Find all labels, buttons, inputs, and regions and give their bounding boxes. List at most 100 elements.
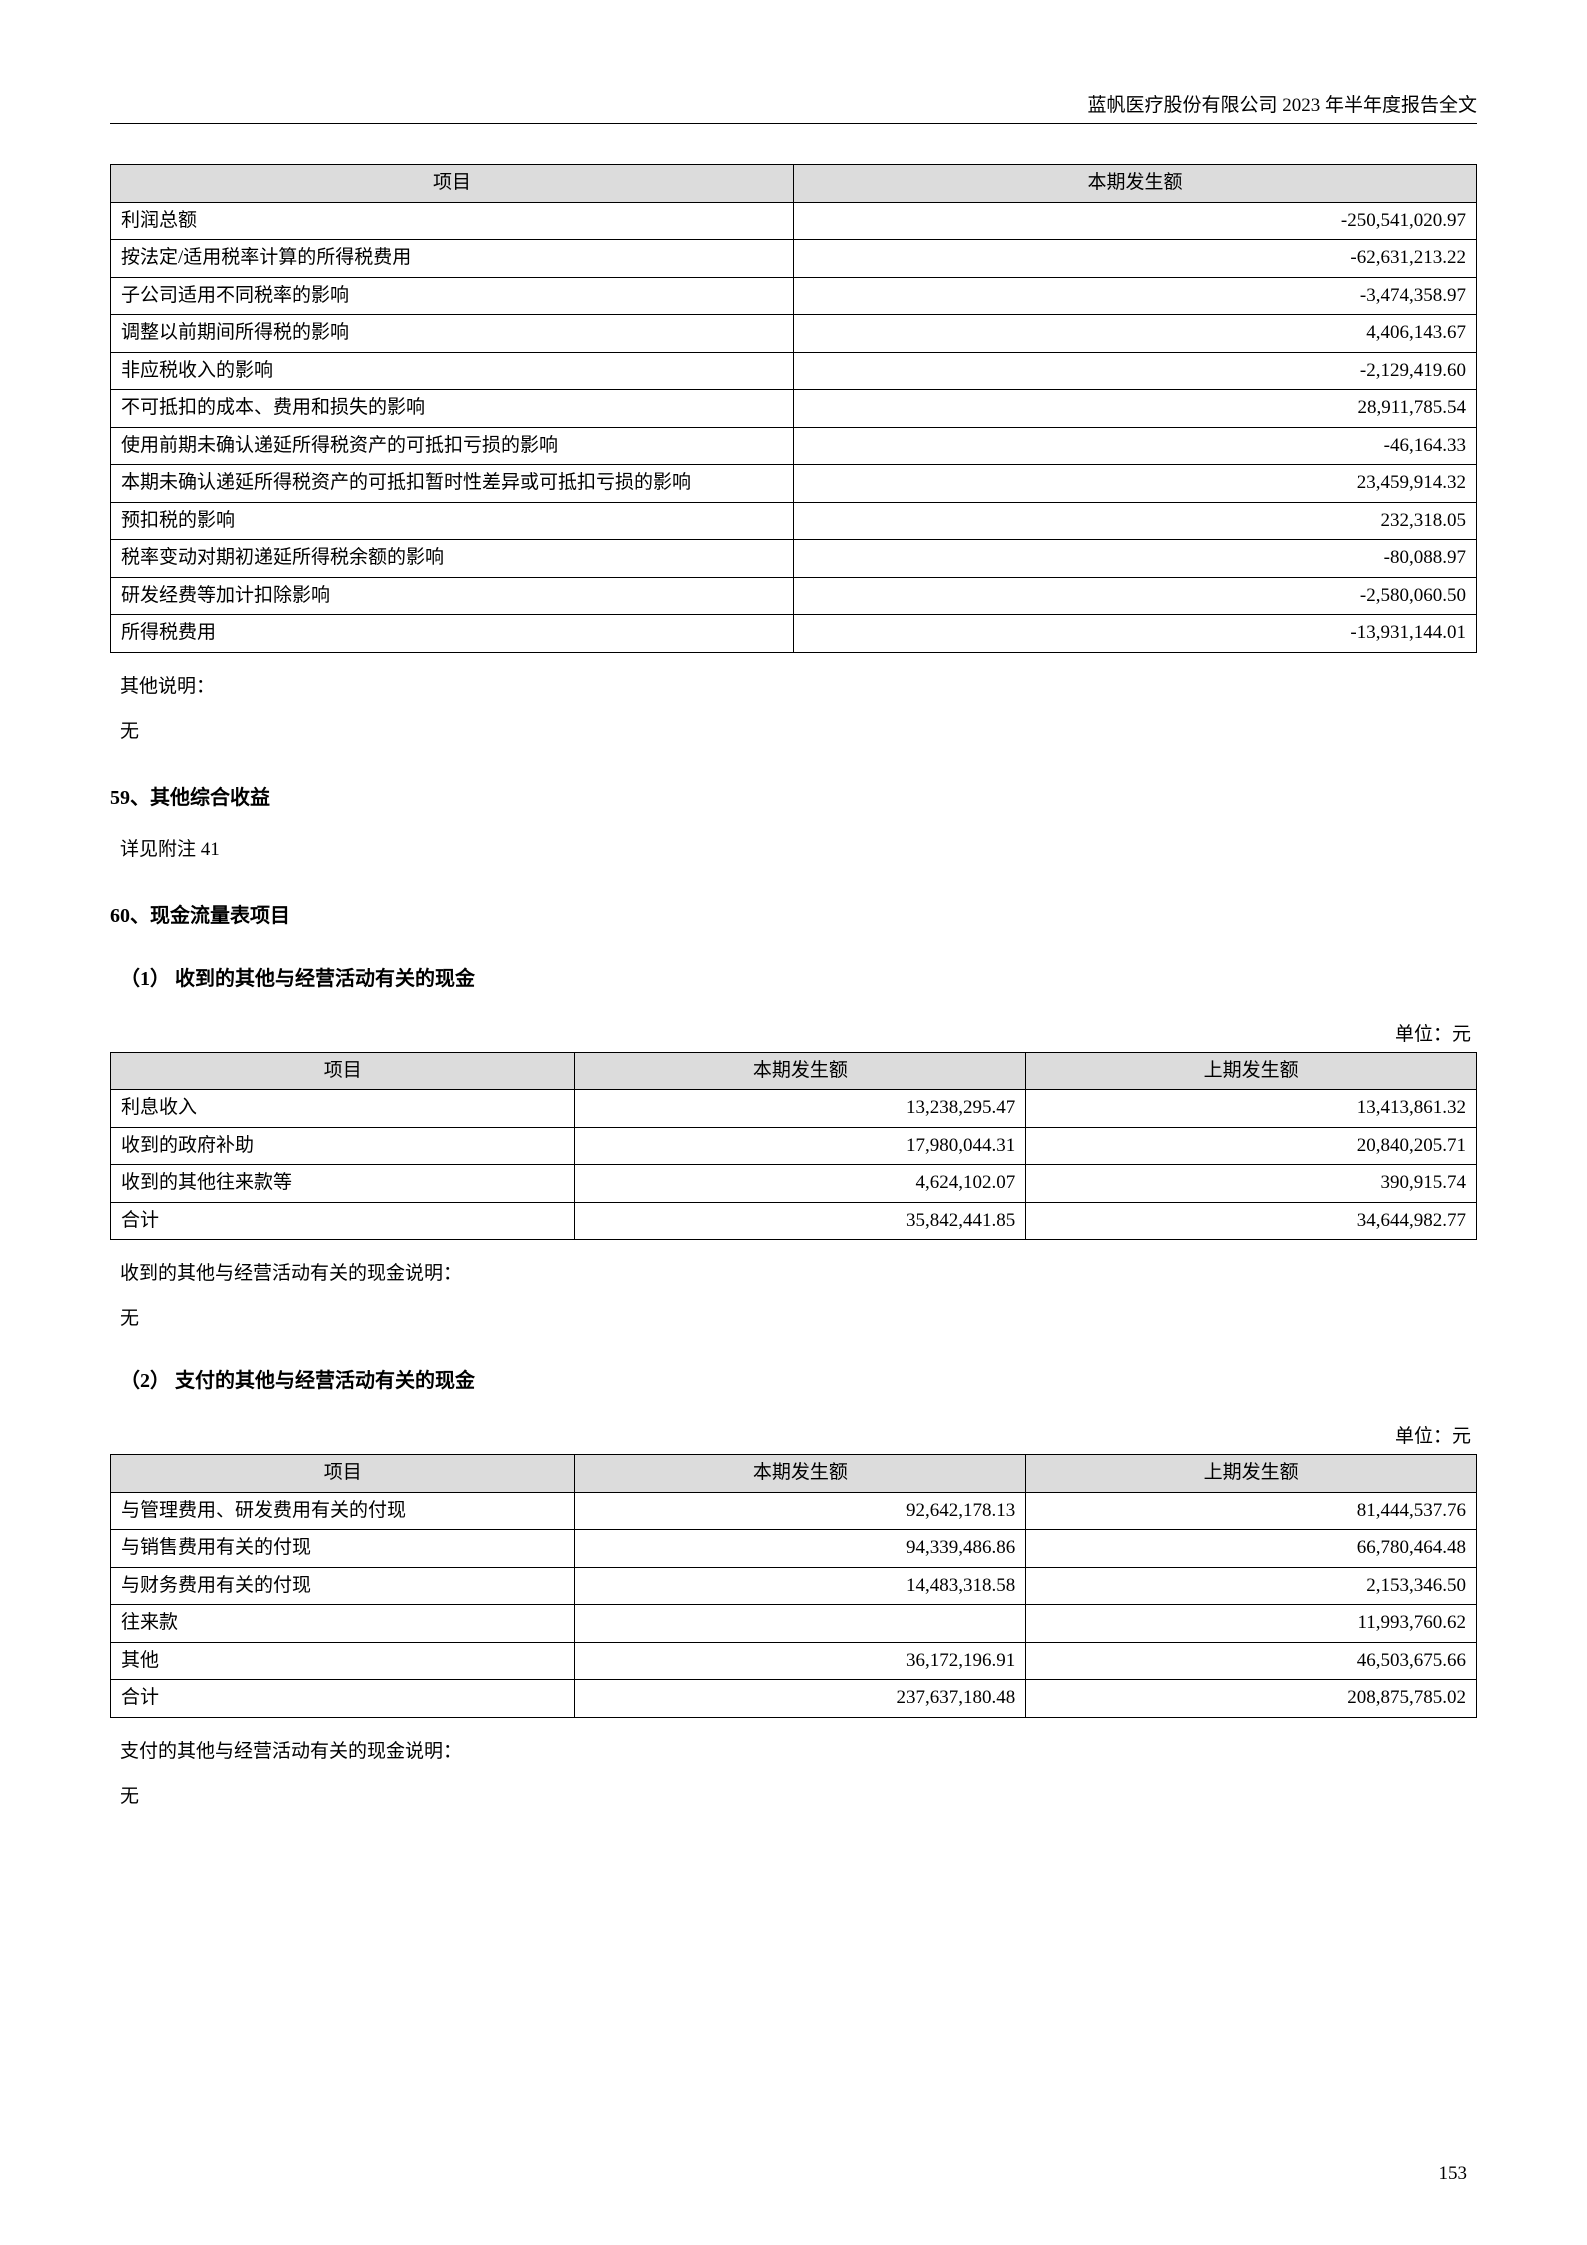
cell-label: 往来款 (111, 1605, 575, 1643)
cell-prior: 34,644,982.77 (1026, 1202, 1477, 1240)
table-row: 合计237,637,180.48208,875,785.02 (111, 1680, 1477, 1718)
cell-value: 28,911,785.54 (794, 390, 1477, 428)
table-row: 不可抵扣的成本、费用和损失的影响28,911,785.54 (111, 390, 1477, 428)
cell-label: 非应税收入的影响 (111, 352, 794, 390)
cell-label: 研发经费等加计扣除影响 (111, 577, 794, 615)
cell-value: -13,931,144.01 (794, 615, 1477, 653)
cell-value: 232,318.05 (794, 502, 1477, 540)
cell-prior: 81,444,537.76 (1026, 1492, 1477, 1530)
cell-value: -2,129,419.60 (794, 352, 1477, 390)
cell-label: 合计 (111, 1680, 575, 1718)
table-row: 其他36,172,196.9146,503,675.66 (111, 1642, 1477, 1680)
cell-current: 13,238,295.47 (575, 1090, 1026, 1128)
col-current: 本期发生额 (575, 1455, 1026, 1493)
document-header: 蓝帆医疗股份有限公司 2023 年半年度报告全文 (110, 90, 1477, 124)
table-row: 按法定/适用税率计算的所得税费用-62,631,213.22 (111, 240, 1477, 278)
cell-prior: 46,503,675.66 (1026, 1642, 1477, 1680)
col-prior: 上期发生额 (1026, 1052, 1477, 1090)
table-row: 非应税收入的影响-2,129,419.60 (111, 352, 1477, 390)
cell-prior: 20,840,205.71 (1026, 1127, 1477, 1165)
cell-label: 调整以前期间所得税的影响 (111, 315, 794, 353)
cell-value: 23,459,914.32 (794, 465, 1477, 503)
unit-label-1: 单位：元 (110, 1019, 1471, 1046)
cell-value: -62,631,213.22 (794, 240, 1477, 278)
cell-prior: 66,780,464.48 (1026, 1530, 1477, 1568)
col-item: 项目 (111, 165, 794, 203)
col-prior: 上期发生额 (1026, 1455, 1477, 1493)
table-row: 税率变动对期初递延所得税余额的影响-80,088.97 (111, 540, 1477, 578)
table-row: 与财务费用有关的付现14,483,318.582,153,346.50 (111, 1567, 1477, 1605)
cell-label: 本期未确认递延所得税资产的可抵扣暂时性差异或可抵扣亏损的影响 (111, 465, 794, 503)
cell-label: 其他 (111, 1642, 575, 1680)
table-row: 合计35,842,441.8534,644,982.77 (111, 1202, 1477, 1240)
table-row: 本期未确认递延所得税资产的可抵扣暂时性差异或可抵扣亏损的影响23,459,914… (111, 465, 1477, 503)
col-item: 项目 (111, 1052, 575, 1090)
cell-label: 与管理费用、研发费用有关的付现 (111, 1492, 575, 1530)
cell-prior: 390,915.74 (1026, 1165, 1477, 1203)
none-text-3: 无 (120, 1781, 1477, 1808)
cell-prior: 2,153,346.50 (1026, 1567, 1477, 1605)
table-header-row: 项目 本期发生额 上期发生额 (111, 1052, 1477, 1090)
cell-prior: 208,875,785.02 (1026, 1680, 1477, 1718)
cell-label: 收到的其他往来款等 (111, 1165, 575, 1203)
table-row: 预扣税的影响232,318.05 (111, 502, 1477, 540)
cell-current: 17,980,044.31 (575, 1127, 1026, 1165)
table-row: 利润总额-250,541,020.97 (111, 202, 1477, 240)
cell-label: 不可抵扣的成本、费用和损失的影响 (111, 390, 794, 428)
table-row: 往来款 11,993,760.62 (111, 1605, 1477, 1643)
cell-current: 14,483,318.58 (575, 1567, 1026, 1605)
cell-prior: 11,993,760.62 (1026, 1605, 1477, 1643)
cell-current: 4,624,102.07 (575, 1165, 1026, 1203)
cell-label: 与财务费用有关的付现 (111, 1567, 575, 1605)
unit-label-2: 单位：元 (110, 1421, 1471, 1448)
cell-label: 税率变动对期初递延所得税余额的影响 (111, 540, 794, 578)
section-59-heading: 59、其他综合收益 (110, 781, 1477, 810)
none-text-1: 无 (120, 716, 1477, 743)
none-text-2: 无 (120, 1303, 1477, 1330)
cell-prior: 13,413,861.32 (1026, 1090, 1477, 1128)
cell-label: 预扣税的影响 (111, 502, 794, 540)
cell-label: 所得税费用 (111, 615, 794, 653)
table-row: 调整以前期间所得税的影响4,406,143.67 (111, 315, 1477, 353)
cell-label: 使用前期未确认递延所得税资产的可抵扣亏损的影响 (111, 427, 794, 465)
table-row: 所得税费用-13,931,144.01 (111, 615, 1477, 653)
table-row: 利息收入13,238,295.4713,413,861.32 (111, 1090, 1477, 1128)
cell-label: 合计 (111, 1202, 575, 1240)
page-number: 153 (1439, 2163, 1468, 2185)
cell-current: 94,339,486.86 (575, 1530, 1026, 1568)
table-row: 收到的政府补助17,980,044.3120,840,205.71 (111, 1127, 1477, 1165)
cell-current: 35,842,441.85 (575, 1202, 1026, 1240)
table-row: 研发经费等加计扣除影响-2,580,060.50 (111, 577, 1477, 615)
cell-label: 与销售费用有关的付现 (111, 1530, 575, 1568)
table-row: 使用前期未确认递延所得税资产的可抵扣亏损的影响-46,164.33 (111, 427, 1477, 465)
section-60-2-heading: （2） 支付的其他与经营活动有关的现金 (120, 1364, 1477, 1393)
cell-label: 收到的政府补助 (111, 1127, 575, 1165)
col-current-amount: 本期发生额 (794, 165, 1477, 203)
table-row: 与销售费用有关的付现94,339,486.8666,780,464.48 (111, 1530, 1477, 1568)
cell-current (575, 1605, 1026, 1643)
table-cash-paid: 项目 本期发生额 上期发生额 与管理费用、研发费用有关的付现92,642,178… (110, 1454, 1477, 1718)
section-60-1-heading: （1） 收到的其他与经营活动有关的现金 (120, 962, 1477, 991)
cell-value: 4,406,143.67 (794, 315, 1477, 353)
table-row: 与管理费用、研发费用有关的付现92,642,178.1381,444,537.7… (111, 1492, 1477, 1530)
table-header-row: 项目 本期发生额 (111, 165, 1477, 203)
section-60-heading: 60、现金流量表项目 (110, 899, 1477, 928)
col-current: 本期发生额 (575, 1052, 1026, 1090)
cell-current: 92,642,178.13 (575, 1492, 1026, 1530)
see-note-41: 详见附注 41 (120, 834, 1477, 861)
cell-current: 237,637,180.48 (575, 1680, 1026, 1718)
cell-label: 利润总额 (111, 202, 794, 240)
cell-label: 利息收入 (111, 1090, 575, 1128)
cell-value: -2,580,060.50 (794, 577, 1477, 615)
table-row: 收到的其他往来款等4,624,102.07390,915.74 (111, 1165, 1477, 1203)
cell-label: 子公司适用不同税率的影响 (111, 277, 794, 315)
cell-label: 按法定/适用税率计算的所得税费用 (111, 240, 794, 278)
table-header-row: 项目 本期发生额 上期发生额 (111, 1455, 1477, 1493)
received-desc-label: 收到的其他与经营活动有关的现金说明： (120, 1258, 1477, 1285)
other-desc-label: 其他说明： (120, 671, 1477, 698)
paid-desc-label: 支付的其他与经营活动有关的现金说明： (120, 1736, 1477, 1763)
cell-value: -250,541,020.97 (794, 202, 1477, 240)
cell-value: -46,164.33 (794, 427, 1477, 465)
cell-value: -3,474,358.97 (794, 277, 1477, 315)
table-cash-received: 项目 本期发生额 上期发生额 利息收入13,238,295.4713,413,8… (110, 1052, 1477, 1241)
